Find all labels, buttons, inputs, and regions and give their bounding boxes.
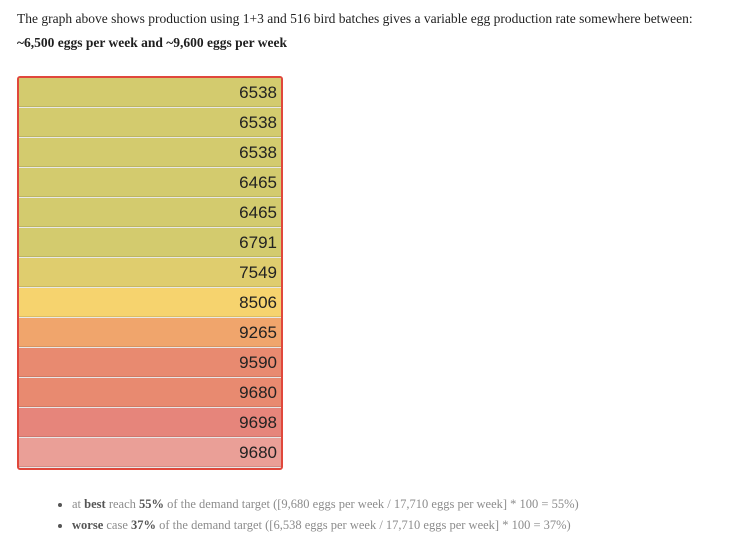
- bullet-keyword: worse: [72, 518, 104, 532]
- table-cell-value: 9680: [19, 378, 281, 407]
- bullet-connector: reach: [105, 497, 139, 511]
- list-item-best-case: at best reach 55% of the demand target (…: [72, 494, 729, 515]
- bullet-calculation: of the demand target ([9,680 eggs per we…: [164, 497, 579, 511]
- egg-production-table: 6538 6538 6538 6465 6465 6791 7549 8506 9265 9590…: [17, 76, 283, 470]
- table-cell-value: 9590: [19, 348, 281, 377]
- bullet-percentage: 55%: [139, 497, 164, 511]
- intro-text: The graph above shows production using 1…: [17, 11, 693, 26]
- table-cell-value: 6538: [19, 138, 281, 167]
- table-cell-value: 6791: [19, 228, 281, 257]
- table-cell-value: 6465: [19, 168, 281, 197]
- result-list: at best reach 55% of the demand target (…: [52, 494, 729, 536]
- table-cell-value: 9698: [19, 408, 281, 437]
- bullet-keyword: best: [84, 497, 106, 511]
- table-cell-value: 9265: [19, 318, 281, 347]
- intro-range-text: ~6,500 eggs per week and ~9,600 eggs per…: [17, 35, 288, 50]
- table-cell-value: 6465: [19, 198, 281, 227]
- bullet-calculation: of the demand target ([6,538 eggs per we…: [156, 518, 571, 532]
- table-cell-value: 8506: [19, 288, 281, 317]
- bullet-connector: case: [103, 518, 132, 532]
- intro-paragraph: The graph above shows production using 1…: [17, 7, 722, 55]
- table-cell-value: 9680: [19, 438, 281, 467]
- table-cell-value: 6538: [19, 78, 281, 107]
- table-cell-value: 7549: [19, 258, 281, 287]
- list-item-worst-case: worse case 37% of the demand target ([6,…: [72, 515, 729, 536]
- table-cell-value: 6538: [19, 108, 281, 137]
- bullet-percentage: 37%: [131, 518, 157, 532]
- bullet-prefix: at: [72, 497, 85, 511]
